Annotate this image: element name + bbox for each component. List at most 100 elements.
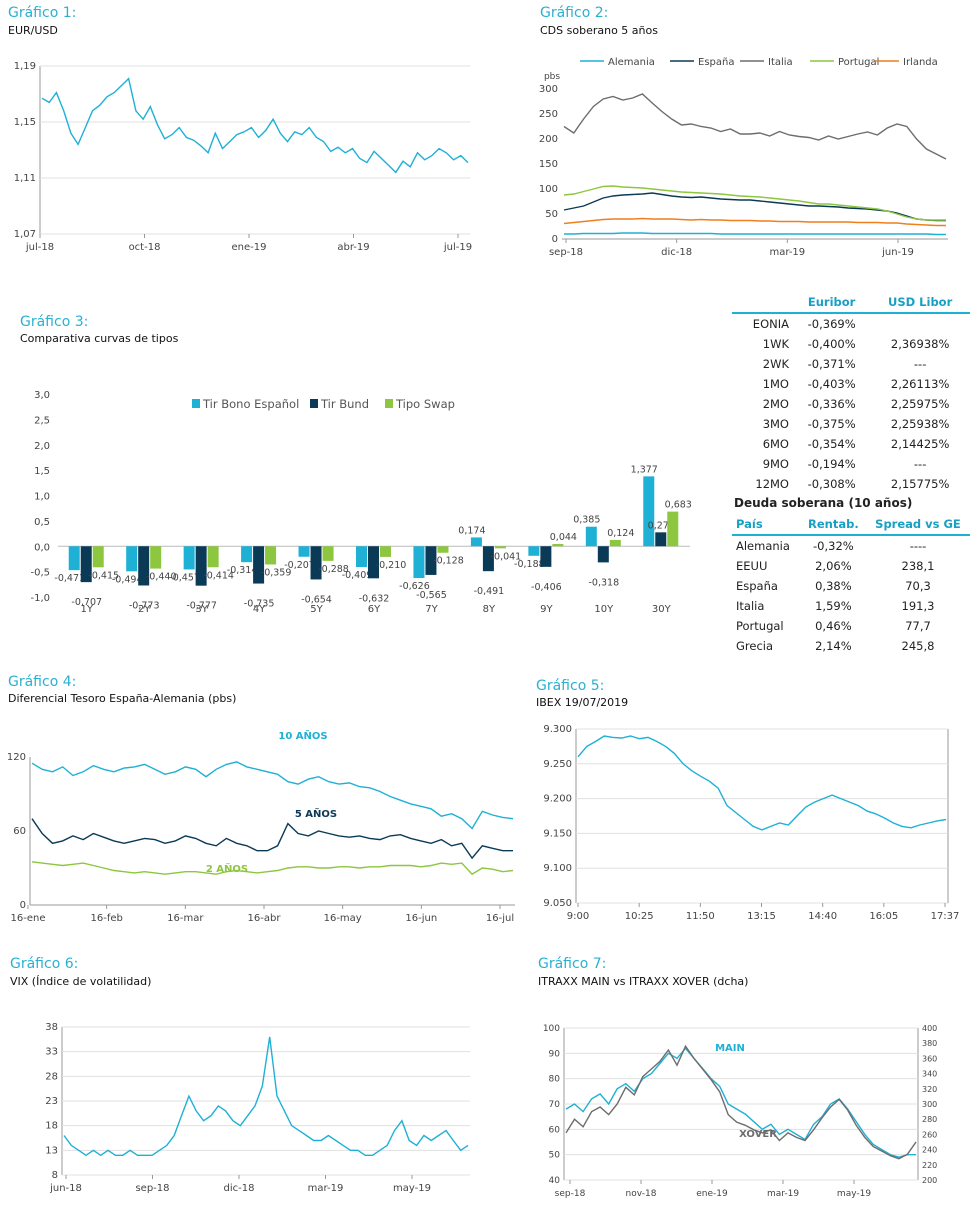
y-right-tick-label: 320	[922, 1085, 937, 1094]
legend-swatch	[310, 399, 318, 408]
data-label: 0,174	[458, 525, 485, 536]
table-row: Grecia 2,14% 245,8	[732, 636, 970, 656]
y-tick-label: 120	[7, 752, 26, 763]
table-cell: EONIA	[752, 317, 789, 331]
y-tick-label: 1,0	[34, 492, 50, 503]
x-tick-label: may-19	[393, 1183, 431, 1194]
y-tick-label: 0,0	[34, 542, 50, 553]
legend-swatch	[385, 399, 393, 408]
y-tick-label: 300	[539, 84, 558, 95]
y-tick-label: 18	[45, 1121, 58, 1132]
x-tick-label: ene-19	[232, 242, 267, 253]
series-label-2y: 2 AÑOS	[206, 862, 248, 875]
chart7-title: Gráfico 7:	[538, 956, 607, 972]
x-tick-label: jul-19	[443, 242, 472, 253]
y-tick-label: 250	[539, 109, 558, 120]
legend-label: Italia	[768, 57, 793, 68]
y-tick-label: 9.150	[543, 828, 572, 839]
x-tick-label: abr-19	[337, 242, 369, 253]
bar-tipo-swap	[380, 546, 391, 557]
series-line-0	[41, 77, 469, 174]
series-line-1	[31, 818, 513, 860]
data-label: 0,124	[607, 528, 634, 539]
chart2-subtitle: CDS soberano 5 años	[540, 24, 658, 37]
table-cell: 0,38%	[815, 579, 852, 593]
data-label: -0,707	[71, 597, 102, 608]
x-tick-label: sep-18	[549, 247, 583, 258]
bar-tipo-swap	[265, 546, 277, 565]
bar-tir-bund	[253, 546, 265, 584]
x-category-label: 4Y	[253, 604, 266, 615]
x-category-label: 3Y	[195, 604, 208, 615]
table-header-row: País Rentab. Spread vs GE	[732, 514, 970, 536]
x-tick-label: nov-18	[626, 1189, 657, 1199]
series-line-1	[565, 1044, 917, 1160]
chart6-title: Gráfico 6:	[10, 956, 79, 972]
series-label-10y: 10 AÑOS	[278, 729, 327, 742]
table-row: 6MO -0,354% 2,14425%	[732, 434, 970, 454]
y-right-tick-label: 280	[922, 1115, 937, 1124]
x-category-label: 5Y	[310, 604, 323, 615]
table-cell: 6MO	[762, 437, 789, 451]
data-label: -0,288	[318, 564, 349, 575]
data-label: -0,773	[129, 600, 160, 611]
table-cell: -0,369%	[807, 317, 856, 331]
table-cell: 1MO	[762, 377, 789, 391]
table-row: 12MO -0,308% 2,15775%	[732, 474, 970, 494]
x-category-label: 1Y	[80, 604, 93, 615]
series-line-0	[577, 735, 947, 831]
chart4-spread: 0 60 120 16-ene 16-feb 16-mar 16-abr 16-may 16-j…	[7, 729, 515, 924]
y-tick-label: 1,19	[14, 61, 36, 72]
table-cell: -0,371%	[807, 357, 856, 371]
bar-tipo-swap	[609, 539, 621, 547]
table-cell: 2MO	[762, 397, 789, 411]
x-tick-label: 14:40	[808, 911, 837, 922]
bar-tir-bono-español	[356, 546, 367, 568]
y-right-tick-label: 300	[922, 1100, 937, 1109]
y-right-tick-label: 400	[922, 1024, 937, 1033]
x-tick-label: 9:00	[567, 911, 589, 922]
rates-table: Euribor USD Libor EONIA -0,369% 1WK -0,400% 2,…	[732, 292, 970, 494]
y-tick-label: 70	[549, 1100, 561, 1110]
table-cell: 1WK	[762, 337, 789, 351]
y-tick-label: -1,0	[30, 593, 50, 604]
data-label: -0,471	[54, 573, 85, 584]
legend-label: España	[698, 57, 734, 68]
data-label: -0,359	[261, 567, 292, 578]
data-label: 0,683	[665, 500, 692, 511]
data-label: -0,735	[244, 599, 275, 610]
x-tick-label: 16-may	[324, 913, 362, 924]
series-line-0	[31, 761, 514, 830]
x-category-label: 6Y	[368, 604, 381, 615]
table-cell: 238,1	[901, 559, 935, 573]
table-row: 1MO -0,403% 2,26113%	[732, 374, 970, 394]
bar-tir-bund	[310, 546, 322, 580]
table-cell: 2,36938%	[890, 337, 950, 351]
data-label: 0,274	[648, 520, 675, 531]
data-label: -0,314	[227, 565, 258, 576]
x-tick-label: 16:05	[869, 911, 898, 922]
table-cell: -0,308%	[807, 477, 856, 491]
data-label: 1,377	[631, 464, 658, 475]
series-line-0	[565, 1047, 916, 1158]
table-row: Portugal 0,46% 77,7	[732, 616, 970, 636]
bar-tir-bono-español	[298, 546, 310, 557]
bar-tir-bono-español	[241, 546, 253, 563]
data-label: -0,318	[589, 577, 620, 588]
x-tick-label: jun-18	[49, 1183, 82, 1194]
table-cell: -0,403%	[807, 377, 856, 391]
table-cell: 2,25975%	[890, 397, 950, 411]
legend-label: Alemania	[608, 57, 655, 68]
chart6-vix: 8 13 18 23 28 33 38 jun-18 sep-18 dic-18 mar-19 may…	[45, 1022, 470, 1194]
data-label: -0,632	[359, 593, 390, 604]
table-header-row: Euribor USD Libor	[732, 292, 970, 314]
data-label: -0,491	[474, 586, 505, 597]
y-tick-label: 60	[13, 826, 26, 837]
y-right-tick-label: 220	[922, 1161, 937, 1170]
x-category-label: 7Y	[425, 604, 438, 615]
y-unit-label: pbs	[544, 72, 560, 82]
bar-tir-bono-español	[183, 546, 195, 570]
chart5-ibex: 9.050 9.100 9.150 9.200 9.250 9.300 9:00 10:25 1…	[543, 724, 959, 922]
y-tick-label: 8	[52, 1170, 58, 1181]
table-row: 2MO -0,336% 2,25975%	[732, 394, 970, 414]
